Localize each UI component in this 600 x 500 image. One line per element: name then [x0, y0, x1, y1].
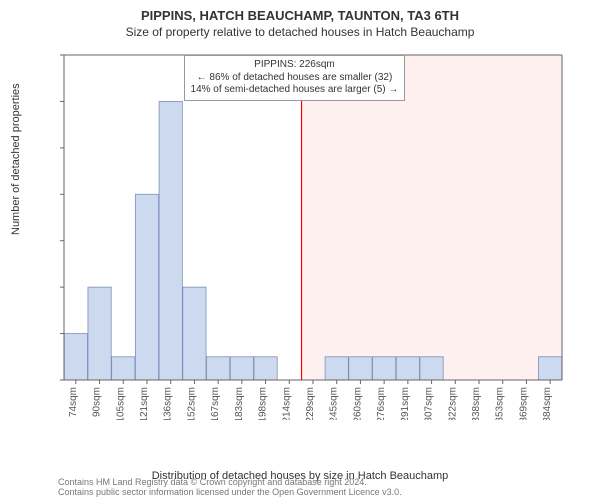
legend-line-3: 14% of semi-detached houses are larger (… [191, 84, 399, 97]
x-tick-label: 214sqm [281, 387, 292, 420]
x-tick-label: 338sqm [471, 387, 482, 420]
x-tick-label: 229sqm [305, 387, 316, 420]
chart-title-2: Size of property relative to detached ho… [0, 25, 600, 39]
x-tick-label: 121sqm [139, 387, 150, 420]
x-tick-label: 136sqm [163, 387, 174, 420]
x-tick-label: 369sqm [518, 387, 529, 420]
x-tick-label: 105sqm [115, 387, 126, 420]
x-tick-label: 384sqm [542, 387, 553, 420]
y-axis-label: Number of detached properties [10, 83, 22, 235]
histogram-plot: 0246810121474sqm90sqm105sqm121sqm136sqm1… [58, 50, 568, 420]
x-tick-label: 260sqm [352, 387, 363, 420]
legend-line-2: ← 86% of detached houses are smaller (32… [191, 72, 399, 85]
title-block: PIPPINS, HATCH BEAUCHAMP, TAUNTON, TA3 6… [0, 0, 600, 39]
x-tick-label: 167sqm [210, 387, 221, 420]
legend-box: PIPPINS: 226sqm← 86% of detached houses … [184, 55, 406, 101]
footnote-line-2: Contains public sector information licen… [58, 488, 402, 498]
x-tick-label: 90sqm [92, 387, 103, 417]
x-tick-label: 322sqm [447, 387, 458, 420]
x-tick-label: 353sqm [495, 387, 506, 420]
x-tick-label: 152sqm [186, 387, 197, 420]
legend-line-1: PIPPINS: 226sqm [191, 59, 399, 72]
x-tick-label: 198sqm [258, 387, 269, 420]
x-tick-label: 276sqm [376, 387, 387, 420]
x-tick-label: 291sqm [400, 387, 411, 420]
x-tick-label: 183sqm [234, 387, 245, 420]
footnote: Contains HM Land Registry data © Crown c… [58, 478, 402, 498]
x-tick-label: 307sqm [424, 387, 435, 420]
x-tick-label: 245sqm [329, 387, 340, 420]
chart-area: 0246810121474sqm90sqm105sqm121sqm136sqm1… [58, 50, 568, 420]
x-tick-label: 74sqm [68, 387, 79, 417]
chart-title-1: PIPPINS, HATCH BEAUCHAMP, TAUNTON, TA3 6… [0, 8, 600, 23]
